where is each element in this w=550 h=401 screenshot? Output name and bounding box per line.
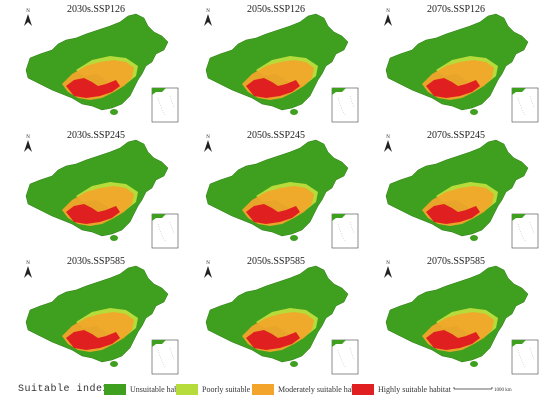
panel-title: 2050s.SSP245 [246, 130, 306, 141]
highly-suitable-region [246, 78, 300, 98]
south-china-sea-inset [331, 213, 359, 249]
scale-bar: 1000 km [453, 387, 512, 393]
highly-suitable-region [66, 204, 120, 224]
south-china-sea-inset [331, 339, 359, 375]
highly-suitable-region [66, 330, 120, 350]
south-china-sea-inset [511, 339, 539, 375]
legend-item-moderately: Moderately suitable habitat [252, 383, 366, 395]
legend-label-unsuitable: Unsuitable habitat [130, 384, 189, 394]
map-panel: N 2050s.SSP126 [186, 0, 366, 124]
highly-suitable-region [246, 204, 300, 224]
highly-suitable-region [246, 330, 300, 350]
svg-text:N: N [206, 135, 210, 140]
north-arrow-icon: N [204, 261, 212, 278]
panel-title: 2050s.SSP126 [246, 4, 306, 15]
highly-suitable-region [426, 78, 480, 98]
map-panel: N 2030s.SSP126 [6, 0, 186, 124]
panel-title: 2030s.SSP585 [66, 256, 126, 267]
svg-text:N: N [206, 261, 210, 266]
panel-title: 2050s.SSP585 [246, 256, 306, 267]
map-grid: N 2030s.SSP126 N 2050s.SSP126 N 2070s.SSP126 N… [6, 0, 546, 376]
south-china-sea-inset [331, 87, 359, 123]
legend-swatch-poorly [176, 383, 198, 395]
north-arrow-icon: N [24, 9, 32, 26]
south-china-sea-inset [511, 87, 539, 123]
hainan-island [110, 109, 118, 115]
hainan-island [110, 361, 118, 367]
north-arrow-icon: N [384, 135, 392, 152]
china-map: N [24, 135, 179, 249]
panel-title: 2070s.SSP126 [426, 4, 486, 15]
legend-item-unsuitable: Unsuitable habitat [104, 383, 188, 395]
hainan-island [110, 235, 118, 241]
panel-title: 2030s.SSP126 [66, 4, 126, 15]
legend-label-highly: Highly suitable habitat [378, 384, 451, 394]
legend-swatch-unsuitable [104, 383, 126, 395]
china-map: N [204, 135, 359, 249]
china-map: N [384, 9, 539, 123]
hainan-island [470, 109, 478, 115]
china-map: N [204, 261, 359, 375]
north-arrow-icon: N [204, 9, 212, 26]
panel-title: 2030s.SSP245 [66, 130, 126, 141]
map-panel: N 2030s.SSP585 [6, 252, 186, 376]
north-arrow-icon: N [384, 9, 392, 26]
south-china-sea-inset [151, 87, 179, 123]
china-map: N [384, 261, 539, 375]
north-arrow-icon: N [24, 135, 32, 152]
legend-item-poorly: Poorly suitable habitat [176, 383, 274, 395]
map-panel: N 2070s.SSP245 [366, 126, 546, 250]
legend-label-poorly: Poorly suitable habitat [202, 384, 274, 394]
legend-swatch-moderately [252, 383, 274, 395]
highly-suitable-region [426, 330, 480, 350]
map-panel: N 2030s.SSP245 [6, 126, 186, 250]
panel-title: 2070s.SSP245 [426, 130, 486, 141]
south-china-sea-inset [151, 339, 179, 375]
highly-suitable-region [66, 78, 120, 98]
svg-text:N: N [26, 135, 30, 140]
svg-text:N: N [26, 9, 30, 14]
highly-suitable-region [426, 204, 480, 224]
svg-text:N: N [386, 9, 390, 14]
svg-text:N: N [206, 9, 210, 14]
svg-text:N: N [26, 261, 30, 266]
map-panel: N 2050s.SSP245 [186, 126, 366, 250]
north-arrow-icon: N [204, 135, 212, 152]
legend-label-moderately: Moderately suitable habitat [278, 384, 366, 394]
legend-item-highly: Highly suitable habitat [352, 383, 451, 395]
hainan-island [470, 361, 478, 367]
svg-text:N: N [386, 135, 390, 140]
legend-swatch-highly [352, 383, 374, 395]
map-panel: N 2070s.SSP126 [366, 0, 546, 124]
legend: Suitable index Unsuitable habitat Poorly… [0, 378, 550, 401]
map-panel: N 2050s.SSP585 [186, 252, 366, 376]
panel-title: 2070s.SSP585 [426, 256, 486, 267]
china-map: N [24, 261, 179, 375]
north-arrow-icon: N [24, 261, 32, 278]
hainan-island [290, 361, 298, 367]
hainan-island [290, 109, 298, 115]
map-panel: N 2070s.SSP585 [366, 252, 546, 376]
china-map: N [204, 9, 359, 123]
hainan-island [290, 235, 298, 241]
china-map: N [24, 9, 179, 123]
north-arrow-icon: N [384, 261, 392, 278]
south-china-sea-inset [511, 213, 539, 249]
south-china-sea-inset [151, 213, 179, 249]
legend-title: Suitable index [18, 384, 110, 395]
hainan-island [470, 235, 478, 241]
scale-bar-label: 1000 km [494, 388, 512, 393]
svg-text:N: N [386, 261, 390, 266]
china-map: N [384, 135, 539, 249]
